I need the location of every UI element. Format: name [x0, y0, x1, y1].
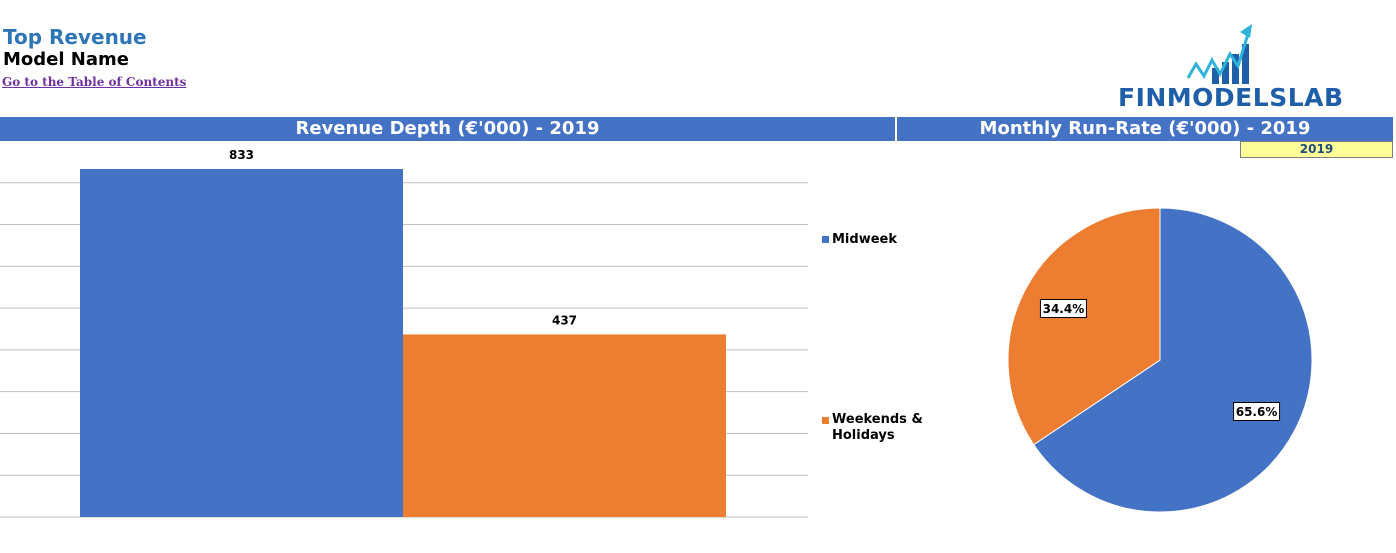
revenue-depth-header: Revenue Depth (€'000) - 2019 [0, 117, 895, 141]
pie-data-label: 65.6% [1236, 405, 1278, 419]
monthly-run-rate-chart: 65.6% 34.4% [990, 190, 1330, 530]
legend-item-weekends: Weekends & Holidays [822, 412, 932, 444]
bar-data-label: 437 [552, 313, 577, 327]
pie-slice-midweek [1033, 207, 1313, 513]
legend-swatch-weekends [822, 417, 829, 424]
bar-chart-svg: 833 437 [0, 148, 808, 518]
legend-label-weekends-line2: Holidays [832, 428, 895, 443]
logo-graphic-icon [1186, 24, 1252, 84]
page-title: Top Revenue [3, 25, 147, 49]
legend-label-midweek: Midweek [832, 232, 897, 247]
finmodelslab-logo: FINMODELSLAB [1112, 20, 1352, 116]
pie-slice-weekends-holidays [1007, 207, 1161, 446]
legend-label-weekends-line1: Weekends & [832, 412, 923, 427]
revenue-depth-chart: 833 437 [0, 141, 900, 541]
model-name: Model Name [3, 49, 129, 70]
pie-label-box [1039, 298, 1087, 318]
year-selector[interactable]: 2019 [1240, 141, 1393, 158]
bar-weekends-holidays [403, 334, 726, 517]
monthly-run-rate-header: Monthly Run-Rate (€'000) - 2019 [897, 117, 1393, 141]
legend-item-midweek: Midweek [822, 232, 897, 247]
bar-data-label: 833 [229, 148, 254, 162]
table-of-contents-link[interactable]: Go to the Table of Contents [2, 75, 187, 89]
legend-swatch-midweek [822, 236, 829, 243]
bar-midweek [80, 168, 403, 517]
pie-chart-svg: 65.6% 34.4% [1007, 207, 1313, 513]
pie-label-box [1233, 402, 1281, 422]
pie-data-label: 34.4% [1043, 302, 1085, 316]
logo-text: FINMODELSLAB [1118, 83, 1344, 112]
